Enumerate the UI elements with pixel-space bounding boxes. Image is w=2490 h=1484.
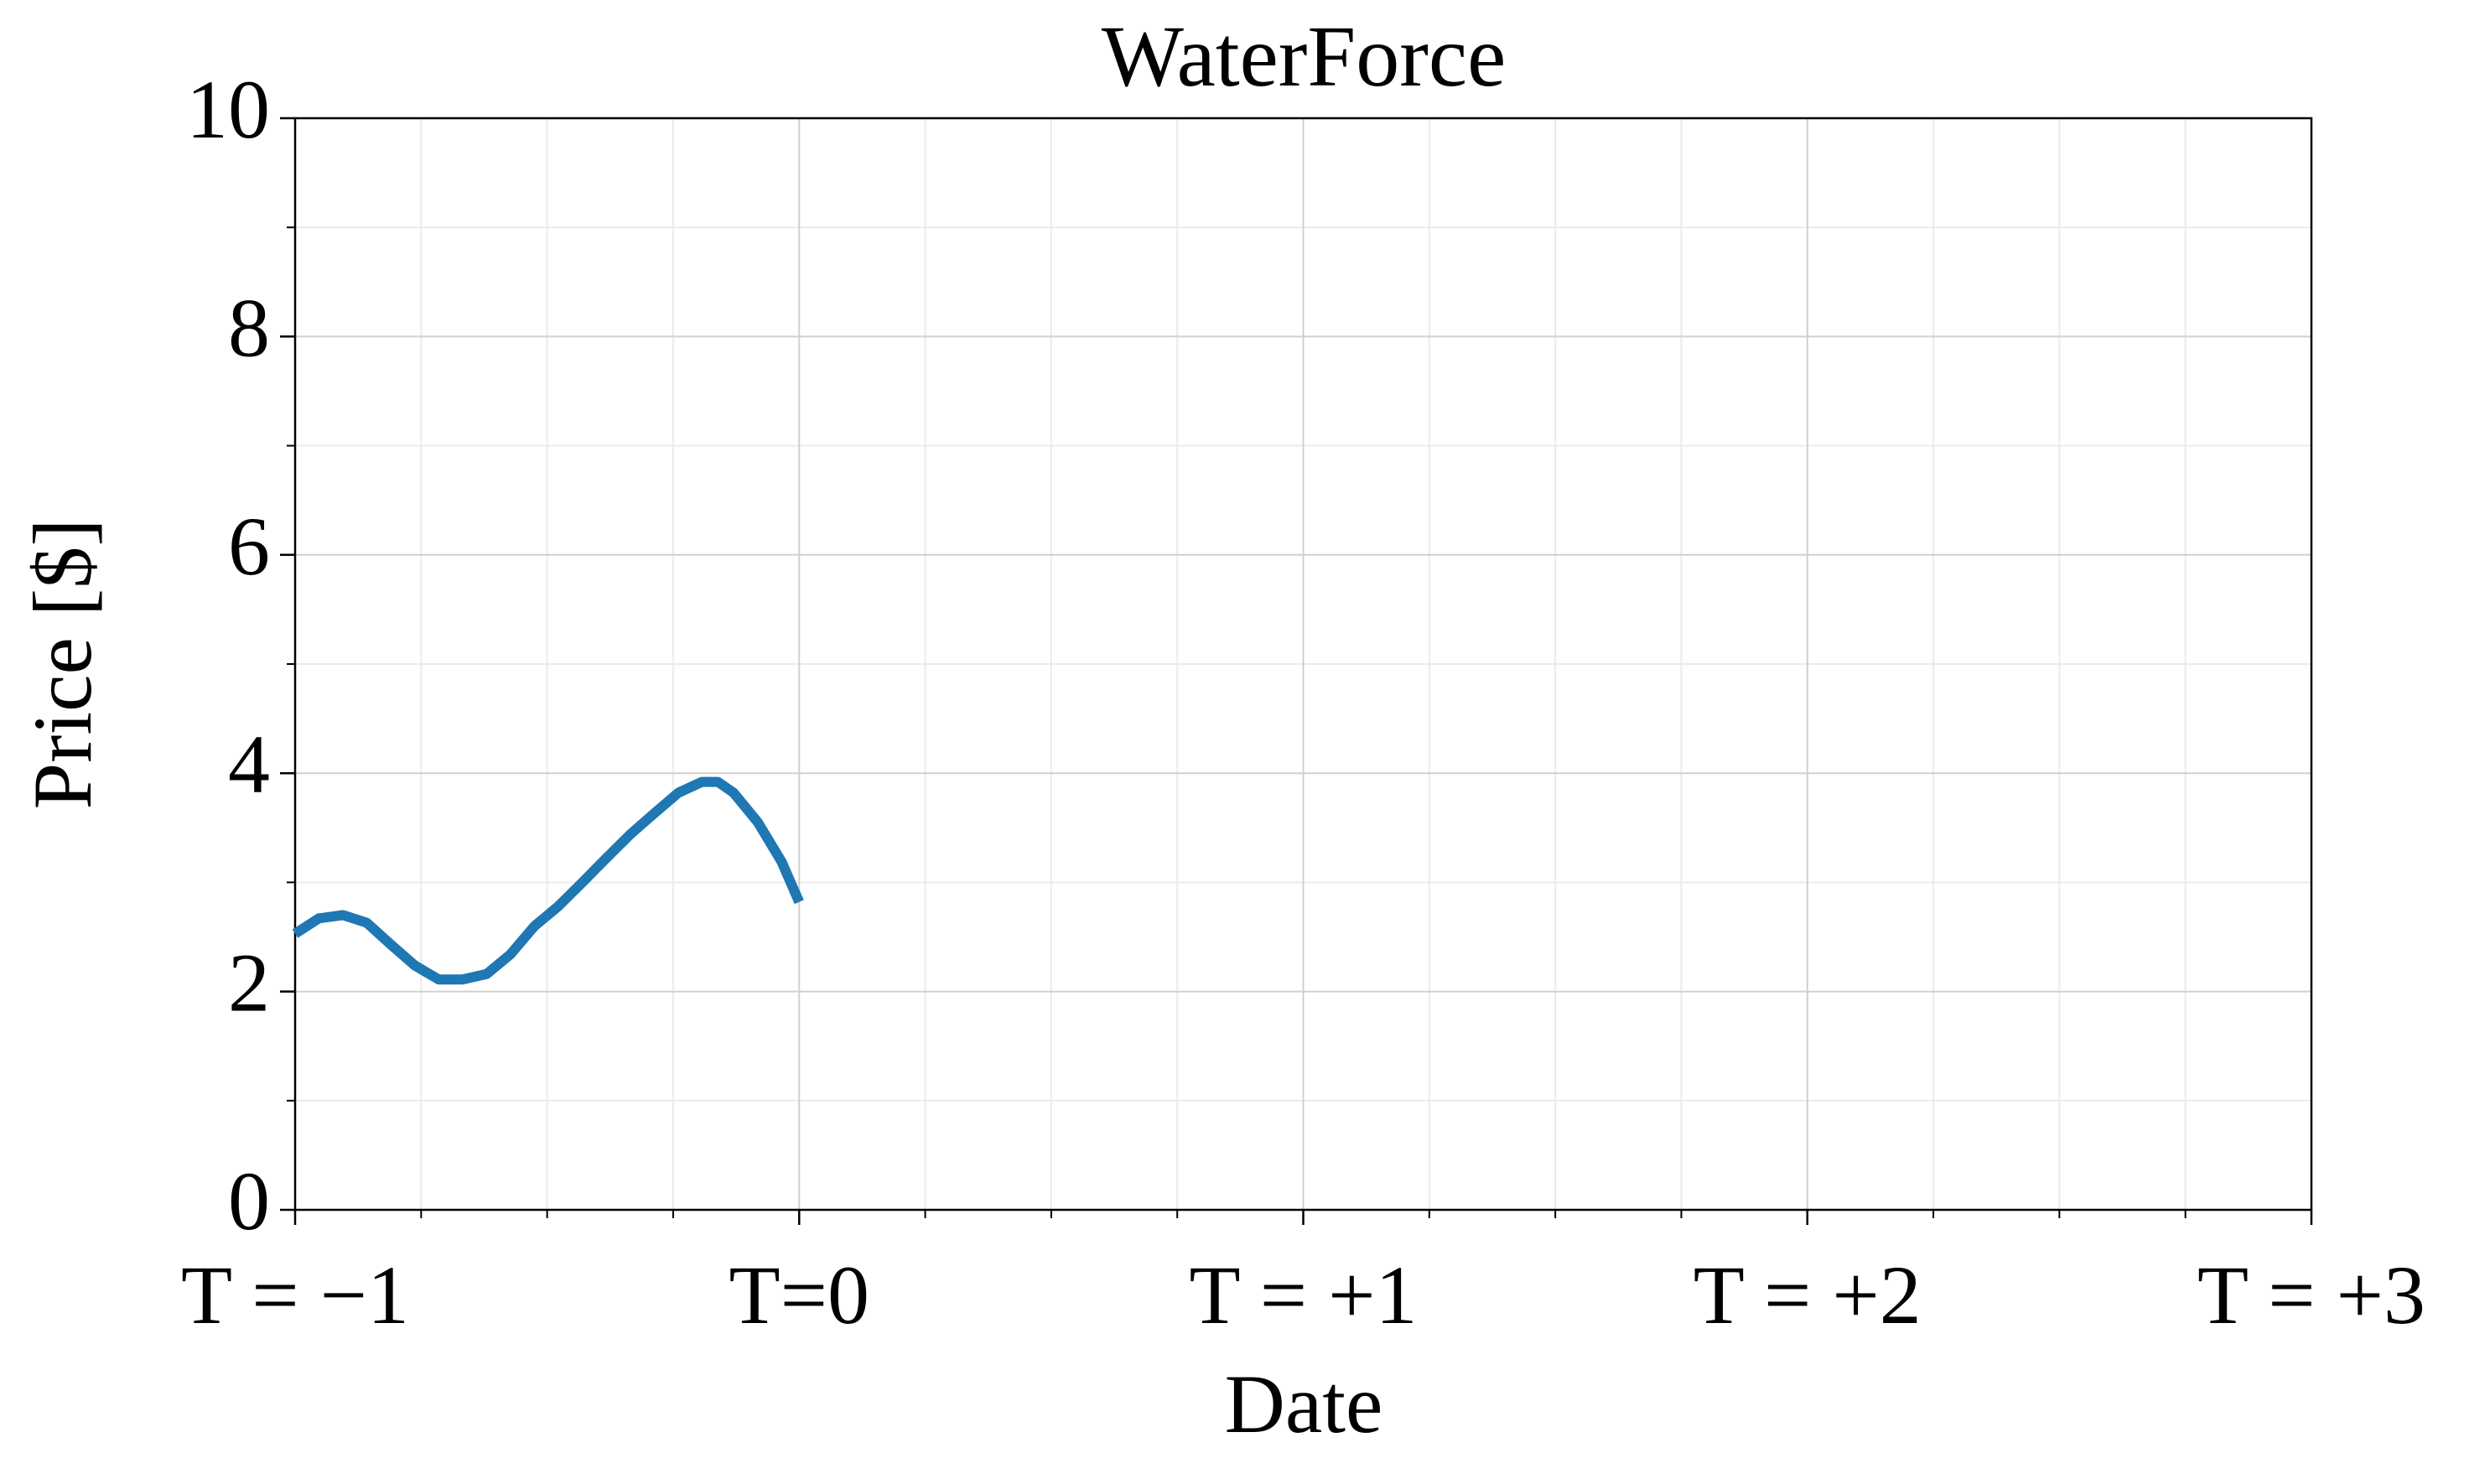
x-axis-label: Date: [1225, 1357, 1383, 1450]
plot-frame: [293, 117, 2313, 1212]
y-tick-label: 2: [228, 937, 270, 1030]
y-tick-label: 10: [186, 63, 270, 156]
x-tick-label: T = −1: [181, 1248, 409, 1341]
y-tick-label: 0: [228, 1155, 270, 1248]
x-tick-label: T = +1: [1189, 1248, 1417, 1341]
y-tick-label: 4: [228, 718, 270, 811]
chart-title: WaterForce: [1102, 8, 1506, 105]
y-tick-label: 6: [228, 500, 270, 593]
y-tick-label: 8: [228, 281, 270, 374]
x-tick-label: T = +3: [2197, 1248, 2425, 1341]
x-tick-label: T=0: [729, 1248, 869, 1341]
x-tick-label: T = +2: [1694, 1248, 1922, 1341]
y-axis-label: Price [$]: [16, 518, 109, 809]
line-series: [292, 776, 804, 985]
